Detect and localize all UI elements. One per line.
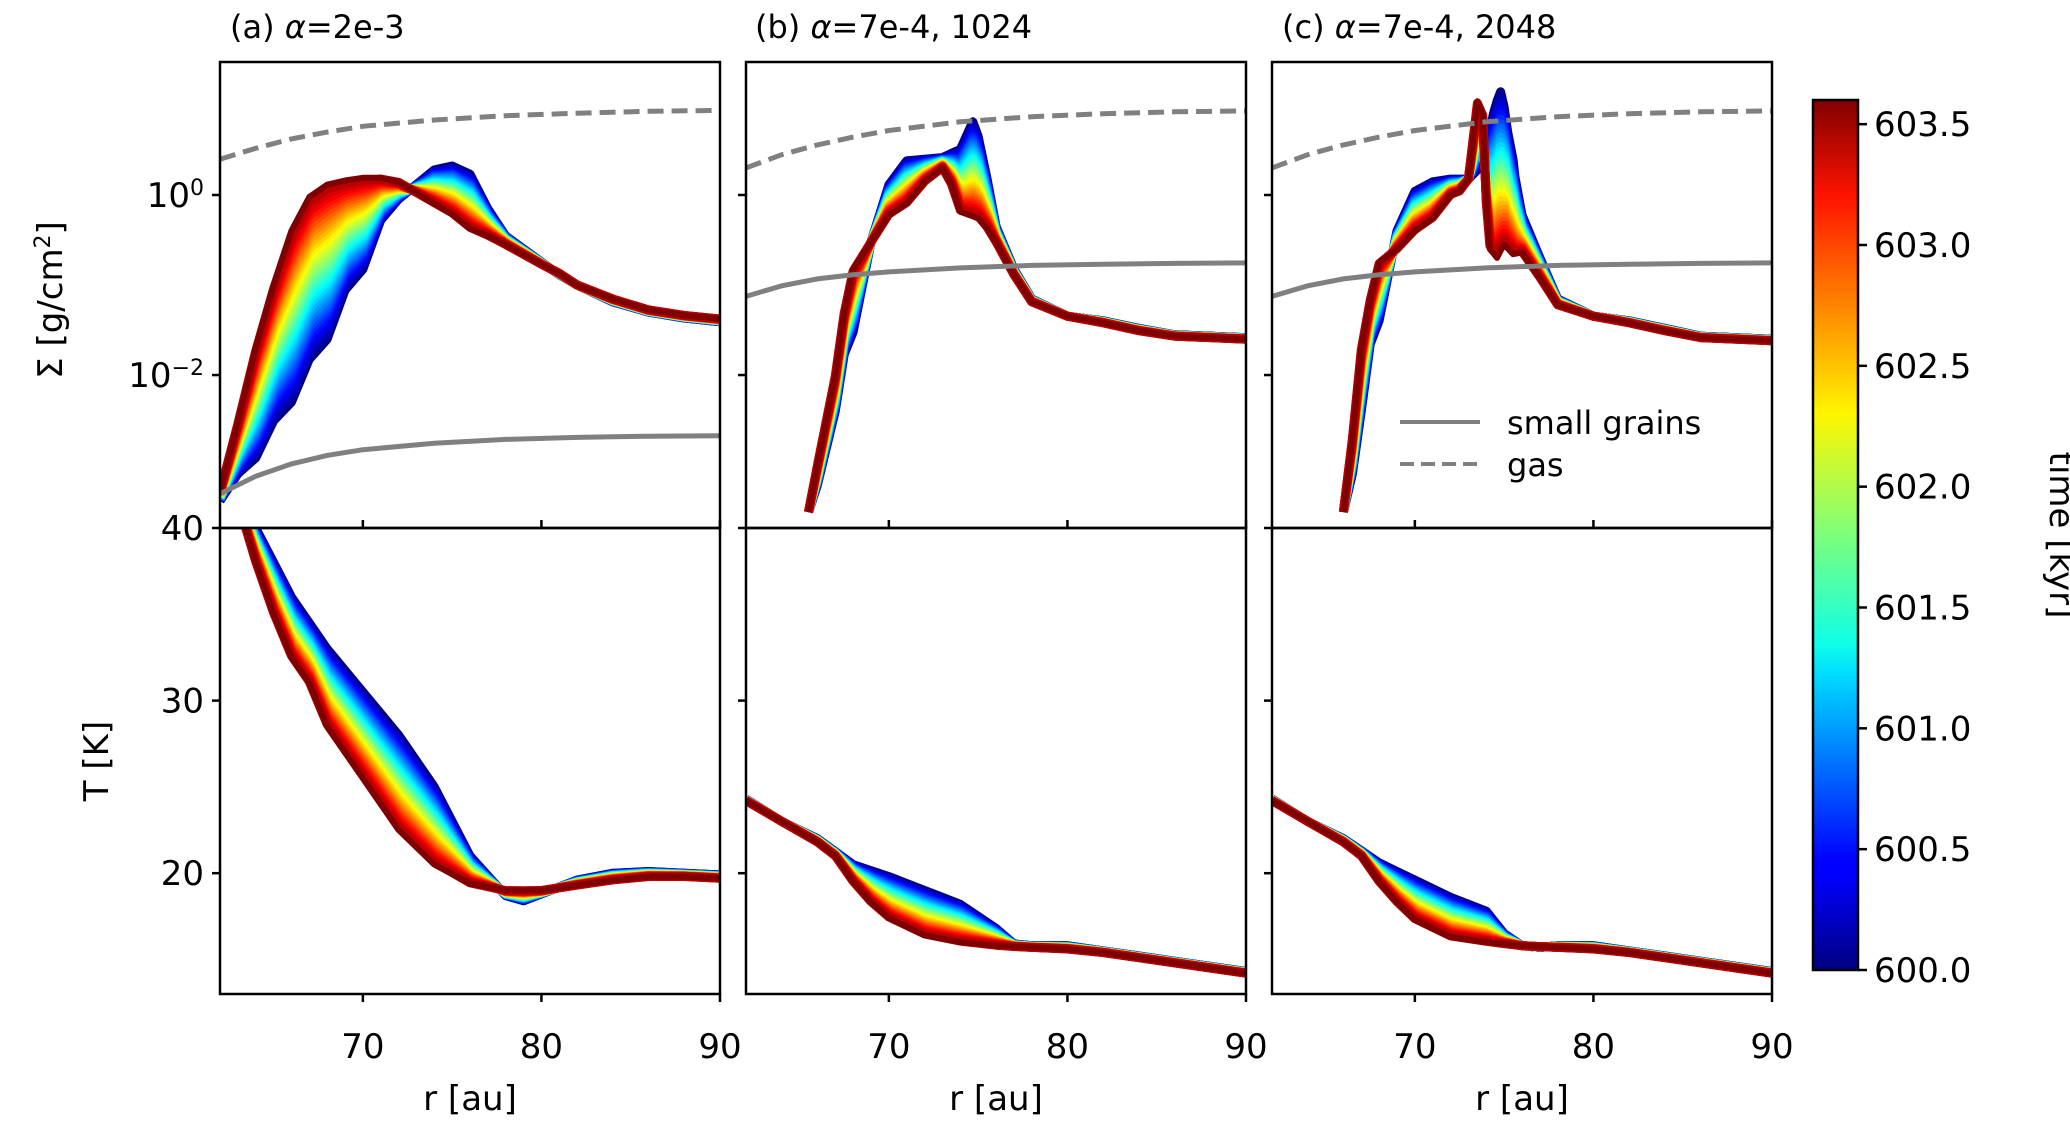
panel-b: (b) α=7e-4, 1024 bbox=[744, 8, 1248, 996]
panel-a-temperature-snapshot-23 bbox=[243, 528, 720, 899]
panel-a-temperature-snapshot-18 bbox=[244, 528, 720, 900]
colorbar-tick-label-603.0: 603.0 bbox=[1874, 226, 1971, 266]
panel-a-temperature-snapshot-22 bbox=[243, 528, 720, 899]
panel-c-title: (c) α=7e-4, 2048 bbox=[1282, 8, 1556, 46]
panel-a-temperature-snapshot-12 bbox=[245, 528, 720, 902]
legend: small grains gas bbox=[1400, 404, 1701, 484]
panel-a-temperature-snapshot-25 bbox=[242, 528, 720, 898]
panel-b-title: (b) α=7e-4, 1024 bbox=[755, 8, 1032, 46]
panel-a-temperature-snapshot-19 bbox=[244, 528, 720, 900]
temp-tick-label-20: 20 bbox=[161, 854, 204, 894]
panel-a-temperature-snapshot-11 bbox=[246, 528, 720, 902]
panel-c-sigma-plot bbox=[1270, 60, 1774, 530]
colorbar-tick-label-602.0: 602.0 bbox=[1874, 468, 1971, 508]
panel-b-temperature-plot bbox=[744, 526, 1248, 996]
panel-b-sigma-plot bbox=[744, 60, 1248, 530]
colorbar-tick-label-600.5: 600.5 bbox=[1874, 830, 1971, 870]
x-axis-label-b: r [au] bbox=[949, 1079, 1043, 1119]
x-axis-label-c: r [au] bbox=[1475, 1079, 1569, 1119]
panel-a-temperature-snapshot-13 bbox=[245, 528, 720, 902]
legend-gas-label: gas bbox=[1507, 446, 1564, 484]
temp-tick-label-40: 40 bbox=[161, 509, 204, 549]
x-tick-label-a-70: 70 bbox=[341, 1027, 384, 1067]
panel-b-sigma-snapshot-1 bbox=[804, 120, 1246, 514]
panel-a-sigma-plot bbox=[218, 60, 722, 530]
temperature-axis-label: T [K] bbox=[77, 721, 117, 802]
panel-b-sigma-snapshot-5 bbox=[804, 130, 1246, 514]
panel-b-sigma-snapshot-2 bbox=[804, 122, 1246, 514]
panel-a-temperature-snapshot-3 bbox=[249, 528, 720, 905]
colorbar-tick-label-601.5: 601.5 bbox=[1874, 589, 1971, 629]
colorbar-tick-label-603.5: 603.5 bbox=[1874, 105, 1971, 145]
panel-a-temperature-snapshot-28 bbox=[242, 528, 720, 897]
panel-b-temperature-snapshot-35 bbox=[746, 798, 1246, 977]
temp-tick-label-30: 30 bbox=[161, 682, 204, 722]
panel-c-small-grains-line bbox=[1272, 260, 1772, 299]
panel-a-gas-line bbox=[220, 107, 720, 162]
panel-b-sigma-snapshot-7 bbox=[804, 136, 1246, 514]
panel-a-title: (a) α=2e-3 bbox=[230, 8, 405, 46]
panel-a-temperature-snapshot-26 bbox=[242, 528, 720, 898]
colorbar-tick-label-601.0: 601.0 bbox=[1874, 709, 1971, 749]
x-tick-label-c-70: 70 bbox=[1393, 1027, 1436, 1067]
panel-c-gas-line bbox=[1272, 108, 1772, 171]
panel-a-temperature-snapshot-8 bbox=[247, 528, 720, 903]
panel-b-gas-line bbox=[746, 108, 1246, 171]
panel-c-temperature-plot bbox=[1270, 526, 1774, 996]
panel-c-sigma-snapshot-35 bbox=[1340, 98, 1772, 513]
panel-a-temperature-snapshot-2 bbox=[249, 528, 720, 905]
panel-a-temperature-snapshot-6 bbox=[248, 528, 720, 904]
panel-a-temperature-snapshot-20 bbox=[243, 528, 720, 900]
panel-b-sigma-snapshot-9 bbox=[804, 141, 1246, 514]
sigma-axis-label: Σ [g/cm2] bbox=[31, 221, 72, 379]
panel-b-sigma-snapshot-0 bbox=[804, 117, 1246, 514]
panel-a-temperature-snapshot-9 bbox=[246, 528, 720, 903]
panel-a-temperature-snapshot-17 bbox=[244, 528, 720, 901]
panel-c-temperature-snapshot-35 bbox=[1272, 798, 1772, 977]
colorbar: 600.0 600.5 601.0 601.5 602.0 602.5 603.0 603.5… bbox=[1811, 98, 2070, 991]
sigma-tick-label-1: 10−2 bbox=[128, 356, 204, 397]
colorbar-label: time [kyr] bbox=[2041, 452, 2070, 619]
panel-a-small-grains-line bbox=[220, 433, 720, 497]
colorbar-gradient bbox=[1811, 98, 1860, 972]
panel-b-sigma-snapshot-6 bbox=[804, 133, 1246, 514]
x-axis-label-a: r [au] bbox=[423, 1079, 517, 1119]
panel-b-sigma-snapshot-3 bbox=[804, 125, 1246, 514]
x-tick-label-b-90: 90 bbox=[1224, 1027, 1267, 1067]
panel-a-temperature-snapshot-0 bbox=[250, 528, 720, 906]
colorbar-tick-label-602.5: 602.5 bbox=[1874, 347, 1971, 387]
panel-c: (c) α=7e-4, 2048 bbox=[1270, 8, 1774, 996]
colorbar-tick-label-600.0: 600.0 bbox=[1874, 951, 1971, 991]
panel-a-temperature-snapshot-15 bbox=[245, 528, 720, 901]
legend-small-grains-label: small grains bbox=[1507, 404, 1701, 442]
x-tick-label-a-90: 90 bbox=[698, 1027, 741, 1067]
panel-b-sigma-snapshot-8 bbox=[804, 138, 1246, 514]
panel-a-temperature-snapshot-16 bbox=[244, 528, 720, 901]
panel-a-temperature-snapshot-7 bbox=[247, 528, 720, 904]
x-tick-label-b-70: 70 bbox=[867, 1027, 910, 1067]
panel-a-temperature-snapshot-21 bbox=[243, 528, 720, 900]
x-tick-label-c-90: 90 bbox=[1750, 1027, 1793, 1067]
panel-a-temperature-snapshot-24 bbox=[242, 528, 720, 899]
x-tick-label-a-80: 80 bbox=[520, 1027, 563, 1067]
panel-b-sigma-snapshot-4 bbox=[804, 128, 1246, 514]
sigma-tick-label-0: 100 bbox=[147, 175, 204, 216]
panel-a-temperature-plot bbox=[218, 526, 722, 996]
panel-a-temperature-snapshot-4 bbox=[248, 528, 720, 905]
x-tick-label-c-80: 80 bbox=[1572, 1027, 1615, 1067]
panel-a-temperature-snapshot-1 bbox=[250, 528, 720, 905]
x-tick-label-b-80: 80 bbox=[1046, 1027, 1089, 1067]
panel-a-temperature-snapshot-5 bbox=[248, 528, 720, 904]
panel-a-temperature-snapshot-27 bbox=[242, 528, 720, 898]
panel-a-sigma-snapshot-35 bbox=[220, 174, 720, 493]
panel-b-small-grains-line bbox=[746, 260, 1246, 299]
panel-b-sigma-snapshot-10 bbox=[804, 144, 1246, 514]
panel-a: (a) α=2e-3 bbox=[218, 8, 722, 996]
panel-a-temperature-snapshot-35 bbox=[242, 528, 720, 894]
panel-a-temperature-snapshot-10 bbox=[246, 528, 720, 903]
panel-a-temperature-snapshot-14 bbox=[245, 528, 720, 902]
